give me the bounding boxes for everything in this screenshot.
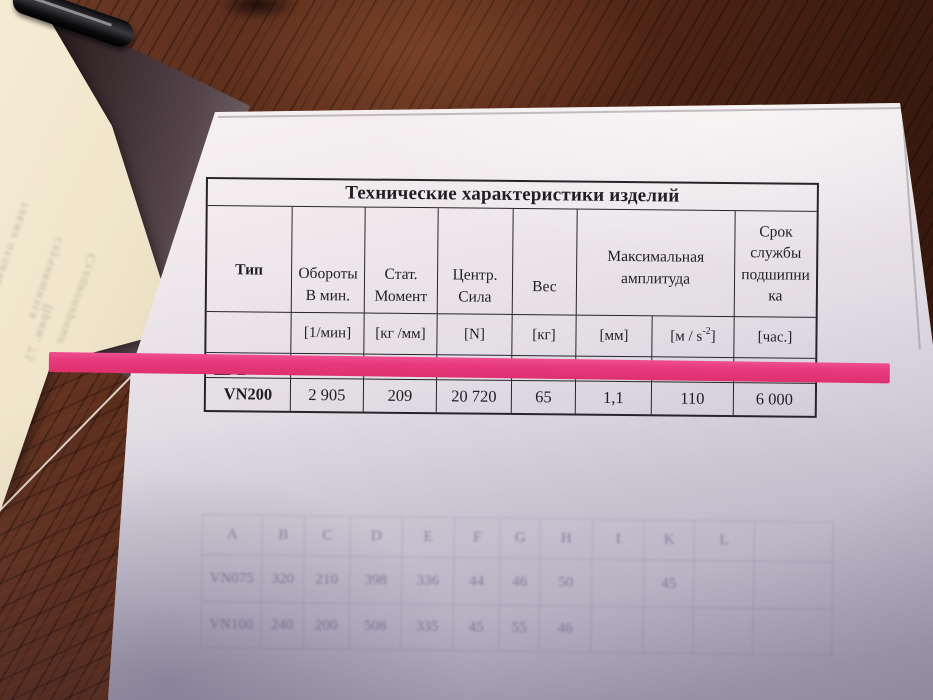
header-line: Сила — [458, 287, 492, 306]
ghost-cell: 44 — [452, 557, 500, 605]
col-header-bearing-life: Срок службы подшипни ка — [734, 211, 817, 318]
col-header-static-moment: Стат. Момент — [364, 207, 439, 315]
unit-cell-force: [N] — [437, 314, 513, 356]
header-line: Центр. — [452, 266, 498, 284]
ghost-cell — [752, 560, 834, 609]
row-vn200-life: 6 000 — [755, 388, 794, 409]
col-header-type: Тип — [206, 206, 293, 313]
page-right-edge — [901, 104, 921, 350]
ghost-cell: 336 — [400, 556, 454, 605]
ghost-cell: B — [261, 514, 304, 556]
ghost-cell: 45 — [642, 559, 694, 608]
header-line: подшипни — [741, 265, 810, 284]
ghost-cell — [642, 606, 693, 655]
ghost-cell: E — [401, 516, 454, 558]
header-line: Срок — [759, 223, 793, 241]
under-page-top-edge — [218, 107, 901, 118]
ghost-cell — [752, 607, 833, 656]
header-line: Вес — [532, 277, 557, 296]
ghost-cell: 240 — [260, 601, 303, 650]
row-vn200-moment: 209 — [363, 379, 438, 413]
show-through-text: также отлича — [0, 200, 32, 289]
ghost-cell: F — [453, 517, 500, 558]
unit-cell-moment: [кг /мм] — [364, 313, 438, 356]
ghost-cell — [590, 605, 643, 654]
col-header-rpm: Обороты В мин. — [291, 206, 366, 314]
ghost-cell: H — [539, 518, 592, 559]
ghost-cell: 200 — [302, 602, 349, 650]
unit-cell-amp-mm: [мм] — [576, 315, 653, 358]
header-line: Стат. — [384, 265, 418, 284]
header-line: Максимальная — [607, 247, 705, 266]
unit-cell-amp-ms2: [м / s-2] — [652, 316, 735, 359]
unit-cell-weight: [кг] — [512, 314, 577, 357]
ghost-cell — [692, 607, 753, 655]
header-line: службы — [750, 244, 802, 262]
row-vn200-amp-mm: 1,1 — [575, 381, 653, 415]
unit-cell-rpm: [1/мин] — [291, 312, 365, 355]
ghost-cell: 46 — [538, 605, 591, 653]
ghost-cell: 55 — [498, 604, 539, 653]
col-header-max-amplitude: Максимальная амплитуда — [576, 209, 736, 318]
ghost-cell: C — [303, 515, 350, 556]
header-line: ка — [768, 287, 783, 305]
ghost-cell: G — [499, 517, 540, 559]
ghost-data-row: VN075 320 210 398 336 44 46 50 45 — [200, 553, 882, 609]
ghost-cell: K — [643, 519, 694, 561]
ghost-cell — [692, 560, 754, 608]
col-header-centrifugal-force: Центр. Сила — [437, 208, 514, 315]
ghost-cell: 50 — [538, 558, 592, 606]
row-vn200-force: 20 720 — [436, 380, 513, 413]
unit-cell-empty — [206, 312, 292, 354]
show-through-text: Стационарные — [51, 252, 100, 347]
ghost-cell: 210 — [302, 555, 350, 603]
row-vn200-weight: 65 — [511, 380, 577, 414]
unit-ms2: [м / s-2] — [670, 325, 716, 346]
unit-cell-life: [час.] — [734, 317, 816, 359]
ghost-cell: 398 — [348, 555, 402, 604]
ghost-cell: D — [349, 515, 402, 557]
ghost-cell: A — [201, 514, 262, 555]
ghost-cell: 508 — [348, 602, 401, 651]
ghost-cell: VN075 — [200, 553, 262, 602]
ghost-cell: I — [591, 518, 644, 560]
wood-knot-shadow — [218, 0, 298, 20]
header-line: Момент — [374, 287, 428, 305]
spec-table: Технические характеристики изделий Тип О… — [203, 177, 819, 418]
row-vn200-amp-ms2: 110 — [651, 382, 735, 416]
ghost-cell — [753, 520, 834, 562]
header-line: В мин. — [305, 286, 351, 304]
ghost-data-row: VN100 240 200 508 335 45 55 46 — [200, 600, 881, 656]
header-line: амплитуда — [620, 269, 691, 288]
ghost-cell: 45 — [452, 604, 499, 652]
header-line: Обороты — [298, 265, 358, 283]
ghost-cell: 335 — [400, 603, 453, 652]
ghost-cell: L — [693, 520, 754, 561]
ghost-cell: 320 — [260, 554, 304, 603]
ghost-cell: VN100 — [200, 600, 261, 649]
row-vn200-rpm: 2 905 — [290, 378, 365, 412]
col-header-weight: Вес — [512, 208, 578, 316]
header-line: Тип — [235, 261, 264, 279]
ghost-cell: 46 — [498, 557, 540, 606]
ghost-cell — [590, 558, 644, 607]
row-vn200-type: VN200 — [205, 378, 292, 411]
